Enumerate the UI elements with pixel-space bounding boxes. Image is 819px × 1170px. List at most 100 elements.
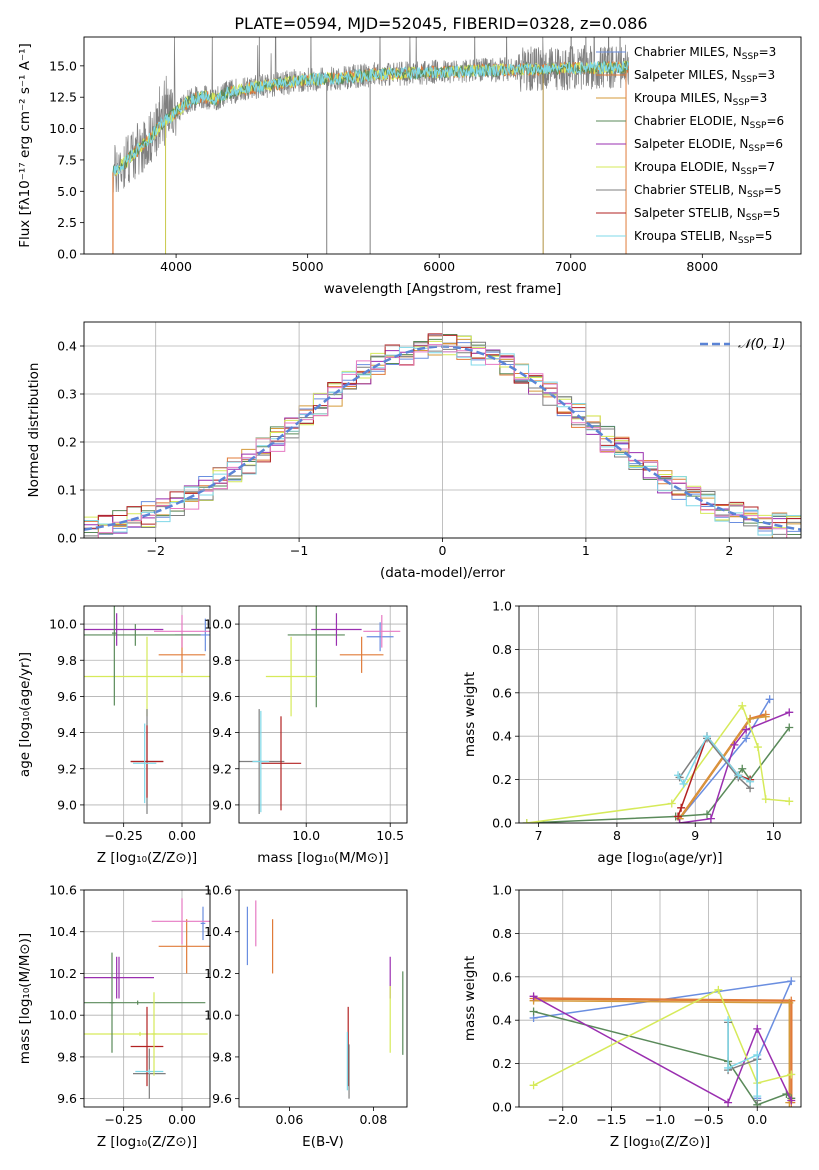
plus-marker <box>742 725 751 734</box>
plus-marker <box>742 734 751 743</box>
plus-marker <box>674 771 683 780</box>
y-tick-label: 0.0 <box>57 531 77 546</box>
y-tick-label: 0.3 <box>57 387 77 402</box>
spectrum-panel: 4000 5000 6000 7000 8000 0.0 2.5 5.0 7.5 10.0 12.5… <box>17 36 802 297</box>
plus-marker <box>703 810 711 819</box>
x-tick-label: 0.00 <box>168 828 196 843</box>
mass-vs-z-points <box>84 898 210 1099</box>
y-tick-label: 9.8 <box>57 653 77 668</box>
massweight-vs-age-panel: 7 8 9 10 0.0 0.2 0.4 0.6 0.8 1.0 age [log₁₀(age/yr… <box>462 599 802 866</box>
y-tick-label: 0.8 <box>492 926 512 941</box>
massweight-vs-z-series <box>529 977 796 1107</box>
y-axis-label: mass weight <box>462 956 478 1041</box>
plus-marker <box>706 814 715 823</box>
x-axis-label: wavelength [Angstrom, rest frame] <box>324 281 562 297</box>
plus-marker <box>730 740 739 749</box>
y-tick-label: 10.0 <box>49 1008 77 1023</box>
y-tick-label: 9.6 <box>212 689 232 704</box>
axes-frame <box>83 321 802 539</box>
age-vs-mass-panel: 10.0 10.5 9.0 9.2 9.4 9.6 9.8 10.0 mass [log₁₀(M… <box>204 605 408 866</box>
x-axis-label: Z [log₁₀(Z/Z⊙)] <box>610 1134 710 1150</box>
y-tick-label: 0.1 <box>57 483 77 498</box>
plus-marker <box>787 1096 796 1105</box>
legend-label: Chabrier MILES, NSSP=3 <box>634 45 776 62</box>
plus-marker <box>785 998 794 1007</box>
y-tick-label: 0.2 <box>492 1056 512 1071</box>
plus-marker <box>529 1081 538 1090</box>
y-tick-label: 9.6 <box>57 1091 77 1106</box>
legend-label: Kroupa ELODIE, NSSP=7 <box>634 160 775 177</box>
x-axis-label: E(B-V) <box>302 1134 344 1150</box>
axes-frame <box>518 889 802 1108</box>
plus-marker <box>529 992 538 1001</box>
series-line <box>678 737 751 789</box>
legend-label: Chabrier STELIB, NSSP=5 <box>634 183 782 200</box>
x-tick-label: 0 <box>439 543 447 558</box>
y-axis-label: age [log₁₀(age/yr)] <box>17 652 33 777</box>
residuals-panel: −2 −1 0 1 2 0.0 0.1 0.2 0.3 0.4 (data-model)/error… <box>26 321 802 581</box>
x-axis-label: Z [log₁₀(Z/Z⊙)] <box>97 1134 197 1150</box>
x-tick-label: 10 <box>766 828 782 843</box>
x-tick-label: 10.5 <box>376 828 404 843</box>
y-tick-label: 10.4 <box>49 924 77 939</box>
plus-marker <box>753 1024 762 1033</box>
x-tick-label: 10.0 <box>292 828 320 843</box>
x-tick-label: −1.0 <box>645 1112 675 1127</box>
y-tick-label: 1.0 <box>492 599 512 614</box>
plus-marker <box>761 795 770 804</box>
plus-marker <box>785 708 794 717</box>
x-tick-label: 1 <box>582 543 590 558</box>
x-tick-label: 9 <box>691 828 699 843</box>
y-tick-label: 10.4 <box>204 924 232 939</box>
y-tick-label: 0.0 <box>492 816 512 831</box>
mass-vs-z-panel: −0.25 0.00 9.6 9.8 10.0 10.2 10.4 10.6 Z [log₁₀(… <box>17 883 211 1150</box>
x-axis-label: mass [log₁₀(M/M⊙)] <box>257 850 388 866</box>
plus-marker <box>734 771 743 780</box>
x-tick-label: −1.5 <box>596 1112 626 1127</box>
series-line <box>533 1010 792 1106</box>
series-line <box>533 988 792 1086</box>
x-tick-label: 6000 <box>423 259 455 274</box>
y-tick-label: 15.0 <box>49 58 77 73</box>
x-axis-label: (data-model)/error <box>380 565 506 581</box>
plus-marker <box>738 764 747 773</box>
plus-marker <box>765 695 774 704</box>
plus-marker <box>787 977 796 986</box>
legend-label: Kroupa MILES, NSSP=3 <box>634 91 767 108</box>
plus-marker <box>667 799 676 808</box>
series-line <box>533 999 791 1103</box>
y-tick-label: 10.6 <box>204 883 232 898</box>
plot-layer: 4000 5000 6000 7000 80000.02.55.07.510.012.5… <box>17 36 802 1150</box>
y-tick-label: 9.8 <box>212 1049 232 1064</box>
y-tick-label: 0.8 <box>492 642 512 657</box>
x-tick-label: 8 <box>613 828 621 843</box>
axes-frame <box>83 36 802 255</box>
plus-marker <box>738 701 747 710</box>
y-tick-label: 0.6 <box>492 685 512 700</box>
y-tick-label: 12.5 <box>49 90 77 105</box>
x-tick-label: −0.25 <box>105 1112 143 1127</box>
plus-marker <box>785 723 794 732</box>
massweight-vs-age-series <box>522 695 794 823</box>
x-axis-label: Z [log₁₀(Z/Z⊙)] <box>97 850 197 866</box>
residuals-legend: 𝒩(0, 1) <box>700 337 785 352</box>
legend-label: Kroupa STELIB, NSSP=5 <box>634 229 772 246</box>
y-axis-label: mass weight <box>462 672 478 757</box>
x-tick-label: 4000 <box>160 259 192 274</box>
y-tick-label: 10.0 <box>204 1008 232 1023</box>
y-tick-label: 0.0 <box>492 1100 512 1115</box>
plus-marker <box>724 1098 733 1107</box>
plus-marker <box>675 819 684 823</box>
y-tick-label: 1.0 <box>492 883 512 898</box>
x-tick-label: −2 <box>146 543 164 558</box>
legend-label: Salpeter ELODIE, NSSP=6 <box>634 137 783 154</box>
plus-marker <box>522 819 531 823</box>
y-tick-label: 9.0 <box>212 797 232 812</box>
y-tick-label: 10.2 <box>49 966 77 981</box>
legend-label: Salpeter STELIB, NSSP=5 <box>634 206 780 223</box>
x-tick-label: −2.0 <box>548 1112 578 1127</box>
y-tick-label: 9.2 <box>212 761 232 776</box>
age-vs-z-points <box>84 606 210 814</box>
x-tick-label: 5000 <box>292 259 324 274</box>
y-tick-label: 0.4 <box>57 339 77 354</box>
